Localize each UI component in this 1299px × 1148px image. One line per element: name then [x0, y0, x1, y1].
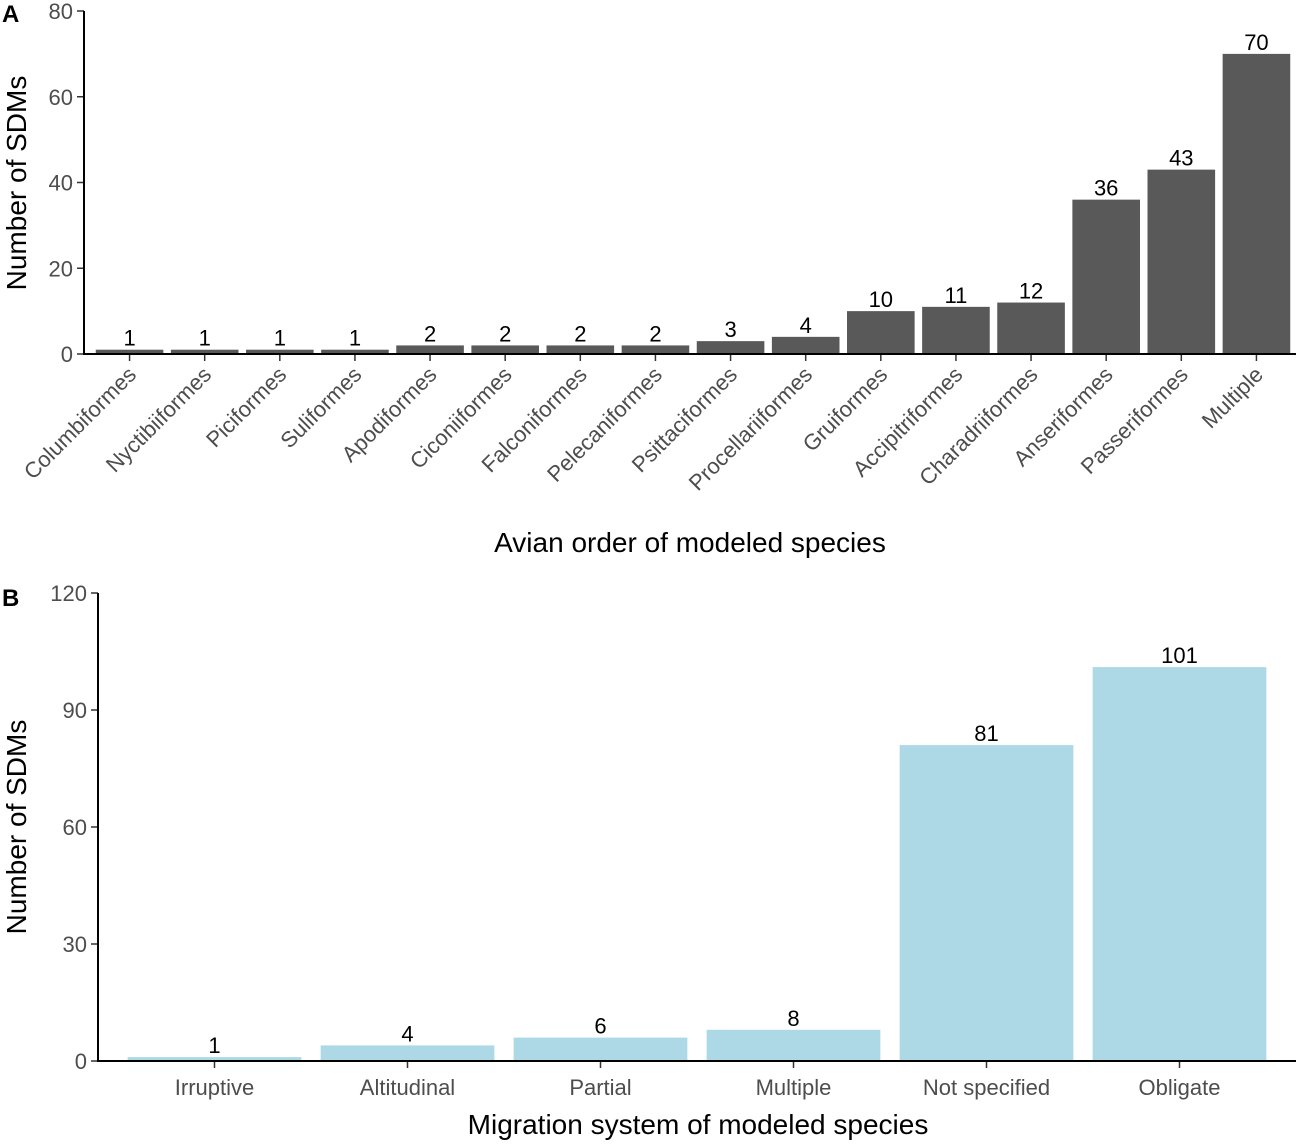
panel-a-bar [997, 302, 1065, 354]
panel-a-data-label: 36 [1094, 176, 1118, 201]
panel-b-bar [513, 1037, 688, 1061]
panel-a-bar [546, 345, 615, 354]
panel-a-letter: A [2, 1, 19, 28]
panel-b: B 0 30 60 90 120 1 4 6 8 81 101 Irruptive Altitudi… [1, 581, 1296, 1140]
panel-a-bar [621, 345, 690, 354]
panel-a-bar [922, 306, 990, 354]
panel-b-y-tick-label: 90 [63, 698, 87, 723]
panel-a-y-tick-label: 80 [49, 0, 73, 24]
panel-a-y-axis-title: Number of SDMs [1, 76, 32, 291]
panel-b-bar [1092, 667, 1267, 1061]
panel-b-x-tick-label: Irruptive [175, 1075, 254, 1100]
panel-a-data-label: 10 [869, 287, 893, 312]
panel-b-y-tick-label: 60 [63, 815, 87, 840]
panel-b-data-label: 1 [208, 1033, 220, 1058]
panel-a-bars [95, 53, 1291, 354]
panel-b-x-tick-label: Not specified [923, 1075, 1050, 1100]
panel-a-y-tick-label: 40 [49, 171, 73, 196]
panel-a-data-label: 2 [574, 321, 586, 346]
panel-a-bar [696, 341, 765, 354]
panel-b-data-label: 101 [1161, 643, 1198, 668]
panel-a-data-label: 70 [1244, 30, 1268, 55]
panel-a-bar [95, 349, 164, 354]
panel-a-data-label: 4 [800, 313, 812, 338]
panel-a-bar [471, 345, 539, 354]
panel-a-data-label: 2 [499, 321, 511, 346]
panel-b-bar [127, 1057, 302, 1061]
panel-b-y-tick-label: 0 [75, 1049, 87, 1074]
panel-b-x-tick-label: Altitudinal [360, 1075, 455, 1100]
panel-b-y-ticks: 0 30 60 90 120 [50, 581, 98, 1074]
panel-b-x-tick-label: Partial [569, 1075, 631, 1100]
panel-a-bar [771, 336, 840, 354]
panel-b-y-tick-label: 30 [63, 932, 87, 957]
panel-a-bar [1147, 169, 1216, 354]
panel-a-bar [321, 349, 389, 354]
panel-b-bar [706, 1029, 881, 1061]
panel-a-bar [1072, 199, 1140, 354]
panel-a-x-axis-title: Avian order of modeled species [494, 527, 886, 558]
panel-a-data-label: 2 [649, 321, 661, 346]
panel-a-data-label: 1 [199, 326, 211, 351]
panel-b-letter: B [2, 585, 19, 612]
panel-b-bars [127, 667, 1267, 1061]
panel-b-data-label: 6 [594, 1014, 606, 1039]
panel-b-bar [320, 1045, 495, 1061]
panel-a-y-tick-label: 20 [49, 256, 73, 281]
panel-a-bar [847, 311, 915, 354]
panel-b-bar [899, 745, 1074, 1061]
panel-b-data-label: 4 [401, 1021, 413, 1046]
panel-a-data-label: 1 [274, 326, 286, 351]
panel-b-x-axis-title: Migration system of modeled species [468, 1109, 929, 1140]
panel-b-x-ticks: Irruptive Altitudinal Partial Multiple Not s… [175, 1061, 1221, 1100]
panel-a-x-ticks: ColumbiformesNyctibiiformesPiciformesSul… [19, 354, 1268, 495]
panel-a-y-tick-label: 60 [49, 85, 73, 110]
panel-b-data-label: 81 [974, 721, 998, 746]
panel-a-data-label: 12 [1019, 279, 1043, 304]
panel-a-bar [396, 345, 464, 354]
panel-b-data-labels: 1 4 6 8 81 101 [208, 643, 1197, 1058]
panel-a-bar [1222, 53, 1291, 354]
panel-b-y-tick-label: 120 [50, 581, 87, 606]
panel-b-data-label: 8 [787, 1006, 799, 1031]
panel-a-data-label: 11 [945, 283, 968, 308]
panel-a-data-label: 1 [349, 326, 361, 351]
panel-a-x-tick-label: Multiple [1197, 362, 1268, 433]
panel-a-data-label: 1 [123, 326, 135, 351]
panel-a-bar [246, 349, 314, 354]
panel-a-bar [170, 349, 239, 354]
panel-b-y-axis-title: Number of SDMs [1, 720, 32, 935]
panel-a-y-tick-label: 0 [61, 342, 73, 367]
panel-a-data-label: 3 [724, 317, 736, 342]
panel-b-x-tick-label: Multiple [756, 1075, 832, 1100]
panel-b-x-tick-label: Obligate [1139, 1075, 1221, 1100]
panel-a-y-ticks: 0 20 40 60 80 [49, 0, 84, 367]
panel-a-data-label: 2 [424, 321, 436, 346]
panel-a-data-label: 43 [1169, 146, 1193, 171]
